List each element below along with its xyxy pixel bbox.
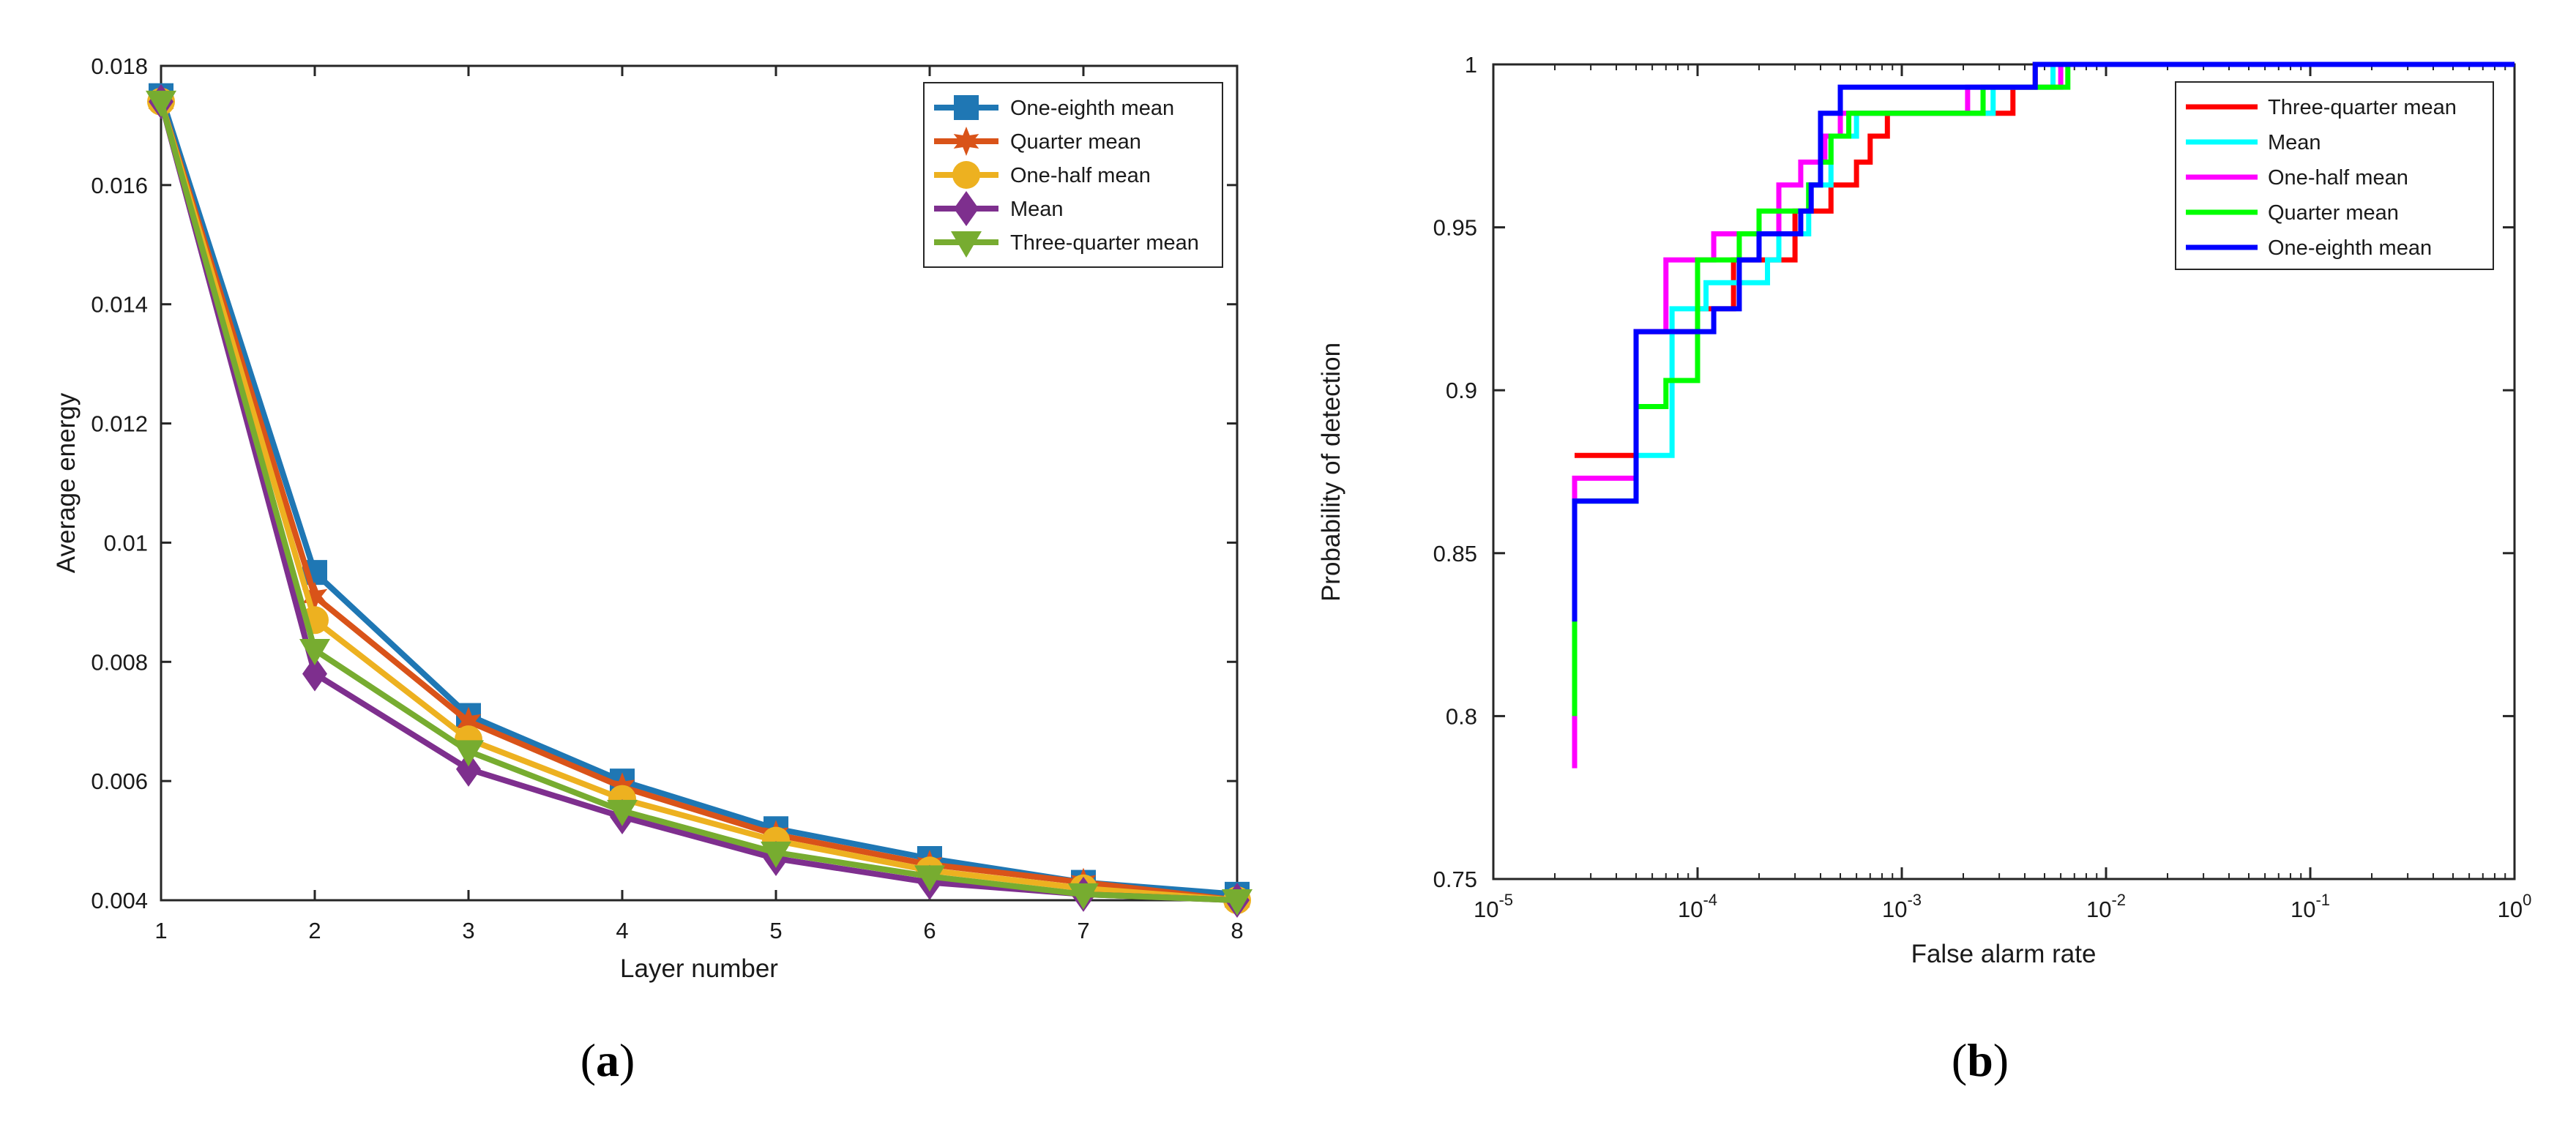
panel-b-legend-label-mean: Mean [2268, 131, 2321, 154]
panel-a-energy-chart: 1 2 3 4 5 6 7 8 0.004 0.006 0.008 0.01 0.012 0.014 0.0… [52, 53, 1252, 1086]
panel-b-series [1572, 61, 2515, 768]
panel-a-x-tick-label: 6 [923, 918, 936, 943]
panel-a-series-line-one-half-mean [158, 100, 1238, 903]
panel-a-legend-label-one-eighth-mean: One-eighth mean [1010, 97, 1174, 120]
panel-b-caption-letter: b [1967, 1034, 1993, 1086]
panel-a-caption: (a) [580, 1034, 635, 1086]
panel-a-point-quarter-mean [455, 706, 482, 736]
panel-a-y-tick-label: 0.004 [91, 888, 148, 913]
panel-b-x-tick-label: 10-4 [1678, 891, 1717, 922]
panel-a-point-quarter-mean [302, 581, 328, 611]
panel-b-x-tick-exponent: -2 [2111, 891, 2126, 909]
panel-a-point-three-quarter-mean [146, 90, 176, 117]
panel-b-x-axis-label: False alarm rate [1911, 940, 2097, 968]
panel-a-x-tick-label: 2 [308, 918, 321, 943]
panel-a-point-three-quarter-mean [607, 799, 638, 826]
panel-a-point-three-quarter-mean [914, 865, 945, 892]
panel-a-point-three-quarter-mean [299, 639, 330, 665]
panel-b-caption: (b) [1952, 1034, 2009, 1086]
panel-a-legend-marker-quarter-mean [953, 127, 979, 156]
panel-b-series-line-one-eighth-mean [1572, 61, 2515, 622]
panel-b-legend-label-one-eighth-mean: One-eighth mean [2268, 236, 2432, 260]
panel-a-point-three-quarter-mean [761, 841, 791, 868]
panel-b-x-tick-exponent: -1 [2315, 891, 2330, 909]
panel-b-roc-chart: 10-5 10-4 10-3 10-2 10-1 1000.750.80.850.90.9… [1317, 52, 2531, 1086]
panel-a-point-mean [302, 656, 327, 692]
panel-b-x-tick-label: 10-3 [1882, 891, 1922, 922]
panel-b-x-tick-label: 100 [2498, 891, 2532, 922]
panel-a-legend-marker-three-quarter-mean [951, 231, 982, 258]
panel-b-x-tick-exponent: -3 [1907, 891, 1922, 909]
panel-a-legend-marker-one-half-mean [952, 161, 980, 189]
panel-b-y-tick-label: 0.75 [1433, 867, 1477, 892]
panel-a-y-tick-label: 0.018 [91, 53, 148, 79]
panel-a-point-three-quarter-mean [1222, 889, 1252, 916]
panel-b-x-tick-base: 10 [1474, 897, 1498, 922]
panel-a-y-tick-label: 0.01 [104, 530, 148, 556]
panel-a-y-tick-label: 0.014 [91, 292, 148, 318]
panel-a-legend-marker-one-eighth-mean [954, 95, 979, 120]
panel-a-point-three-quarter-mean [1068, 883, 1099, 910]
panel-b-y-tick-label: 1 [1465, 52, 1477, 78]
panel-a-x-tick-label: 7 [1077, 918, 1089, 943]
panel-a-legend-label-quarter-mean: Quarter mean [1010, 130, 1141, 154]
panel-b-y-tick-label: 0.8 [1446, 703, 1477, 729]
panel-a-x-axis-label: Layer number [620, 954, 778, 983]
panel-b-x-tick-label: 10-1 [2291, 891, 2330, 922]
panel-b-y-tick-label: 0.9 [1446, 378, 1477, 403]
panel-a-x-tick-label: 1 [154, 918, 167, 943]
panel-b-legend-label-three-quarter-mean: Three-quarter mean [2268, 96, 2457, 119]
panel-a-caption-letter: a [596, 1034, 619, 1086]
panel-b-x-tick-exponent: -4 [1703, 891, 1717, 909]
panel-a-legend-marker-mean [954, 191, 979, 226]
panel-a-x-tick-label: 3 [462, 918, 474, 943]
panel-b-y-tick-label: 0.85 [1433, 541, 1477, 566]
panel-b-y-axis-label: Probability of detection [1317, 343, 1345, 602]
panel-a-y-tick-label: 0.008 [91, 649, 148, 675]
panel-b-x-tick-base: 10 [2291, 897, 2315, 922]
panel-a-legend-label-mean: Mean [1010, 198, 1064, 221]
panel-a-y-axis-label: Average energy [52, 392, 81, 573]
panel-b-x-tick-exponent: -5 [1498, 891, 1513, 909]
panel-a-y-tick-label: 0.006 [91, 768, 148, 794]
panel-b-legend-label-one-half-mean: One-half mean [2268, 166, 2408, 190]
panel-b-legend: Three-quarter mean Mean One-half mean Quart… [2175, 81, 2494, 270]
panel-a-legend: One-eighth mean Quarter mean One-half mean… [923, 82, 1223, 268]
panel-a-x-tick-label: 8 [1231, 918, 1243, 943]
panel-b-x-tick-base: 10 [1678, 897, 1703, 922]
panel-a-series-line-three-quarter-mean [158, 100, 1238, 903]
panel-b-ticks: 10-5 10-4 10-3 10-2 10-1 1000.750.80.850.90.9… [1433, 52, 2532, 922]
panel-a-x-tick-label: 5 [769, 918, 782, 943]
panel-a-series-line-quarter-mean [158, 100, 1238, 903]
panel-a-y-tick-label: 0.012 [91, 411, 148, 437]
panel-a-x-tick-label: 4 [616, 918, 628, 943]
panel-a-point-three-quarter-mean [453, 740, 484, 767]
panel-a-legend-label-three-quarter-mean: Three-quarter mean [1010, 231, 1199, 255]
panel-a-y-tick-label: 0.016 [91, 173, 148, 198]
panel-a-point-mean [456, 751, 481, 787]
panel-b-y-tick-label: 0.95 [1433, 215, 1477, 241]
panel-b-legend-label-quarter-mean: Quarter mean [2268, 201, 2399, 225]
panel-b-x-tick-base: 10 [1882, 897, 1907, 922]
panel-b-x-tick-label: 10-2 [2086, 891, 2126, 922]
panel-a-legend-label-one-half-mean: One-half mean [1010, 164, 1151, 187]
panel-b-x-tick-base: 10 [2086, 897, 2111, 922]
panel-b-x-tick-exponent: 0 [2523, 891, 2531, 909]
panel-b-x-tick-label: 10-5 [1474, 891, 1513, 922]
panel-a-series [146, 83, 1252, 918]
panel-b-x-tick-base: 10 [2498, 897, 2523, 922]
